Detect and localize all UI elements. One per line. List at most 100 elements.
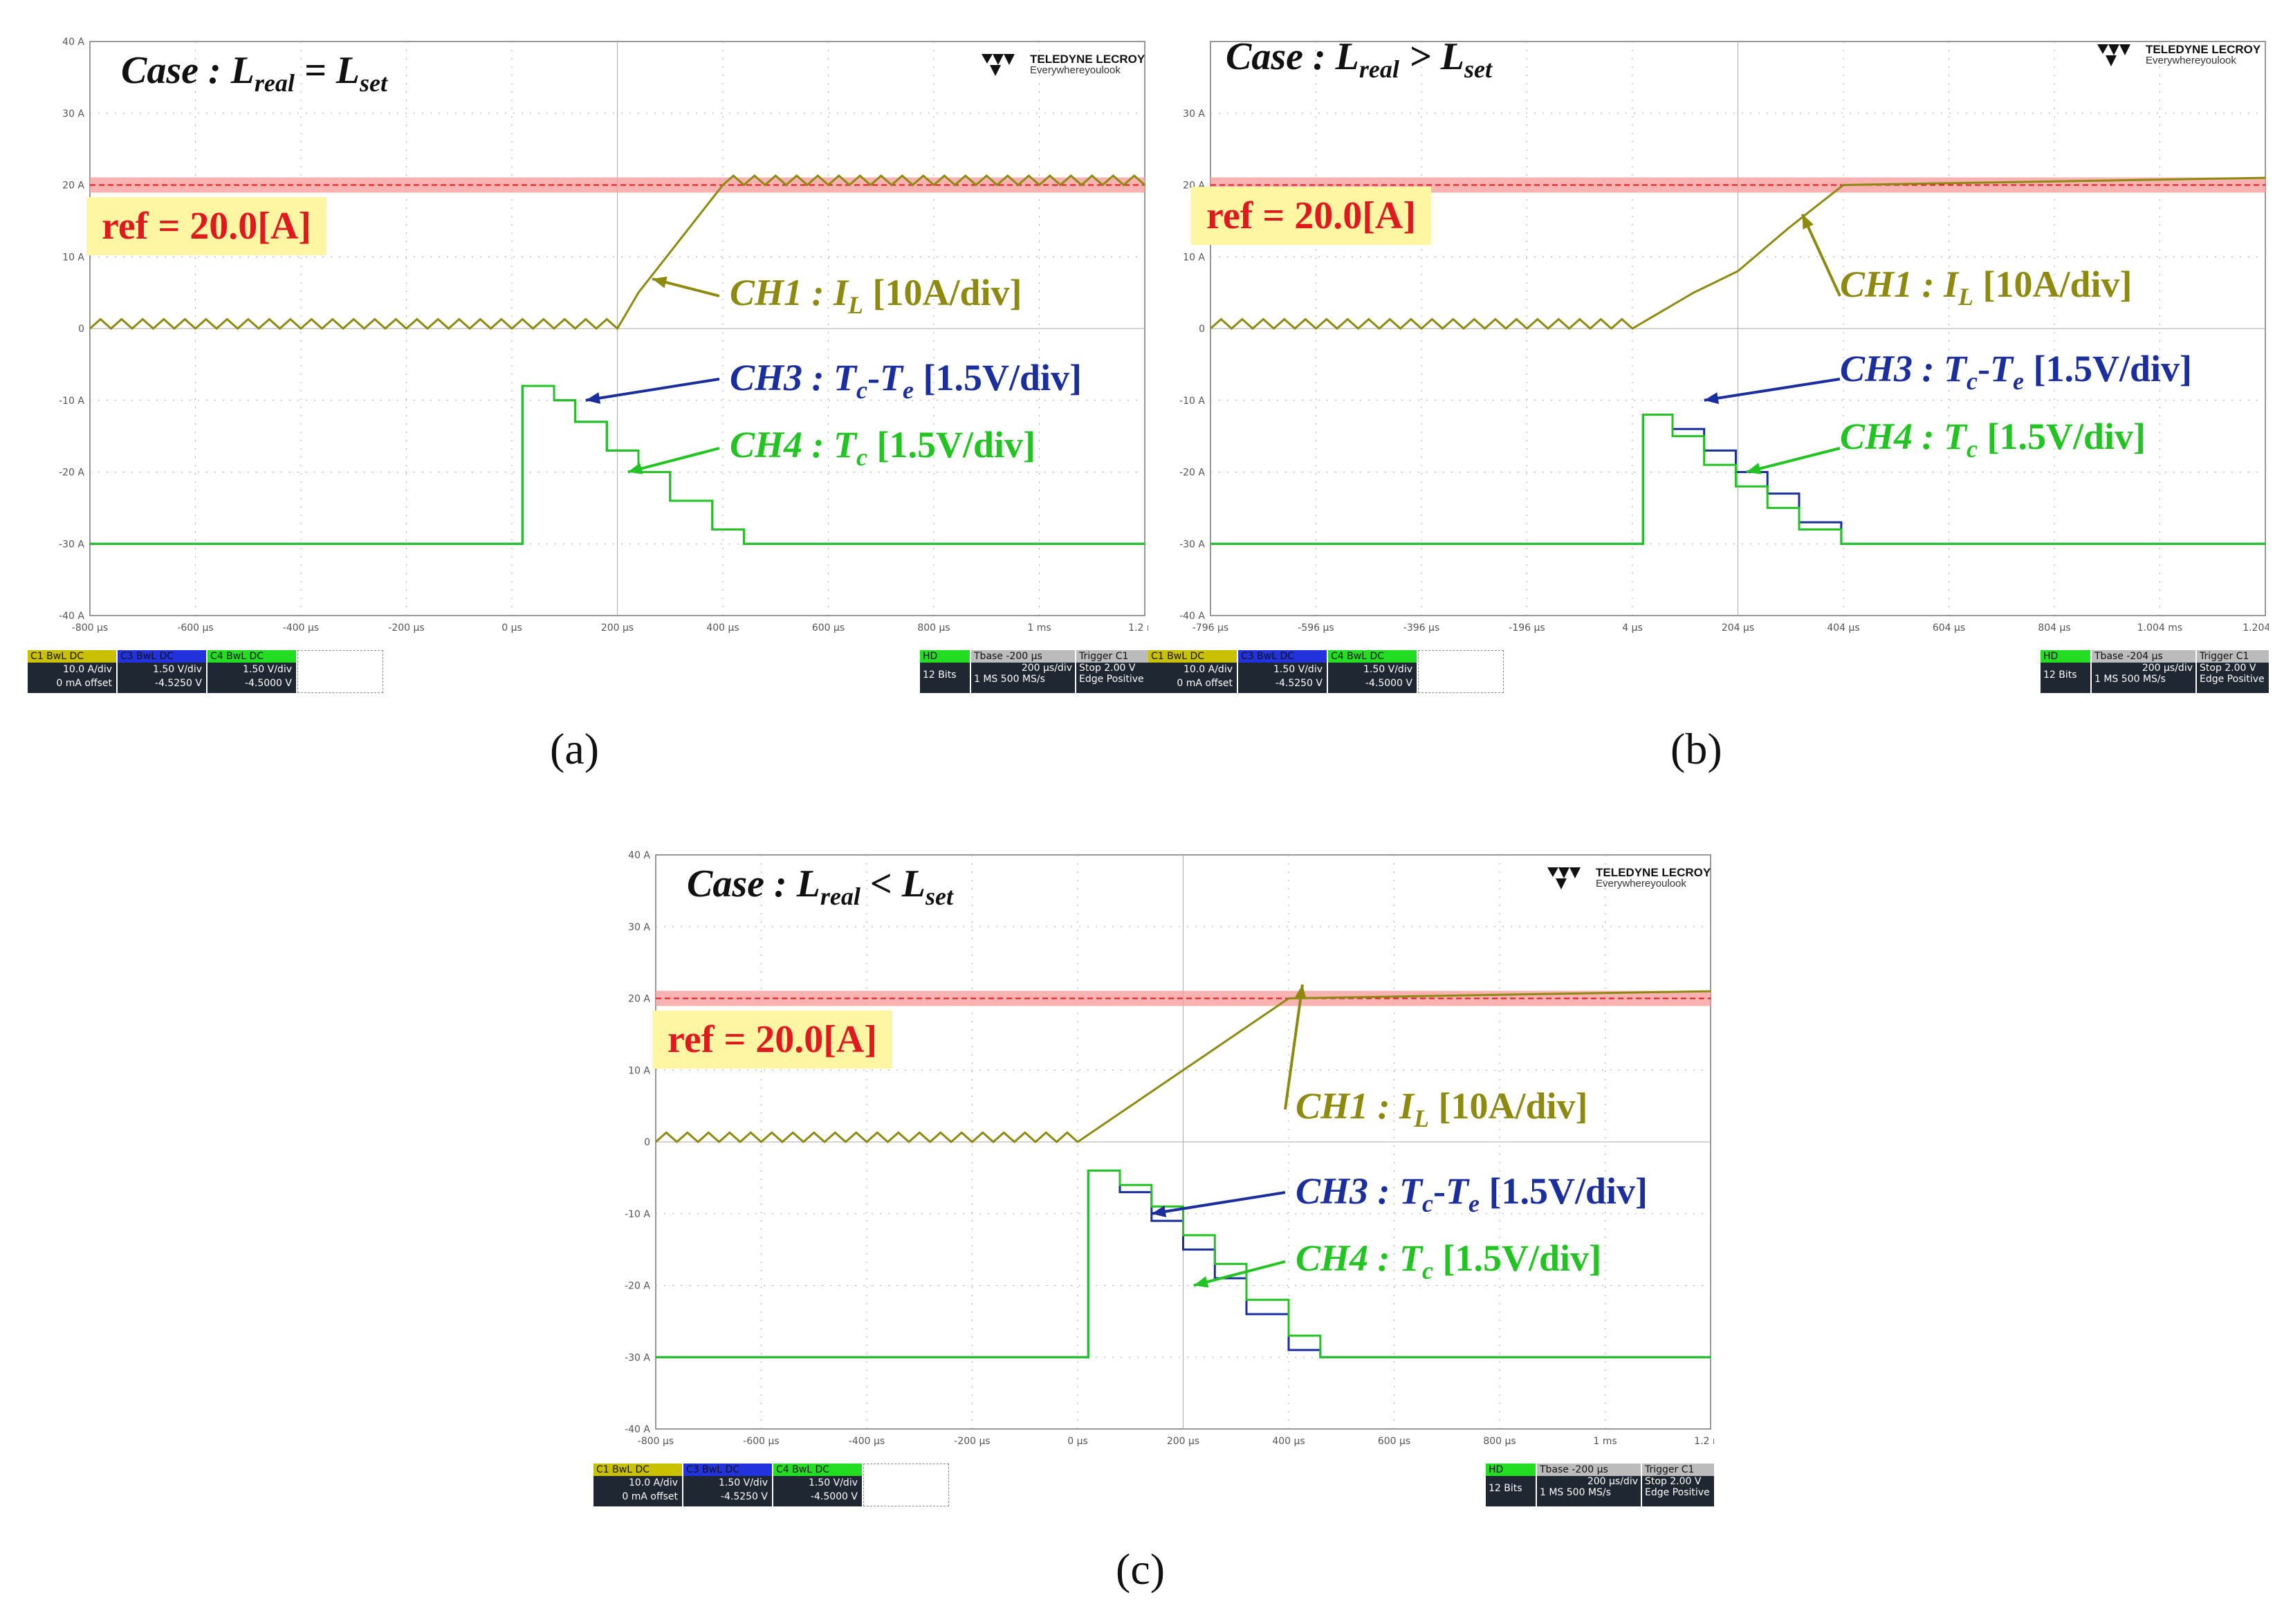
- y-tick-label: -30 A: [59, 539, 84, 550]
- x-tick-label: -400 µs: [849, 1436, 885, 1447]
- y-tick-label: -30 A: [625, 1352, 650, 1363]
- scope-plot-c: 40 A 30 A 20 A 10 A 0 -10 A -20 A -30 A -40 A -80…: [593, 848, 1714, 1505]
- y-tick-label: -20 A: [1179, 468, 1205, 479]
- timebase-per-div: 200 µs/div: [2142, 663, 2193, 674]
- empty-channel-slot[interactable]: [1418, 650, 1504, 693]
- ch1-annotation: CH1 : IL [10A/div]: [1296, 1085, 1588, 1132]
- channel-box-c4[interactable]: C4 BwL DC 1.50 V/div -4.5000 V: [208, 650, 296, 693]
- brand-name: TELEDYNE LECROY: [2146, 43, 2261, 56]
- channel-header: C3 BwL DC: [118, 650, 206, 663]
- scope-svg-a: 40 A 30 A 20 A 10 A 0 -10 A -20 A -30 A -40 A-80…: [59, 37, 1148, 634]
- empty-channel-slot[interactable]: [297, 650, 383, 693]
- x-tick-label: 600 µs: [812, 622, 845, 634]
- ch3-annotation: CH3 : Tc-Te [1.5V/div]: [730, 357, 1082, 404]
- trigger-type: Edge Positive: [1079, 674, 1144, 685]
- channel-box-c4[interactable]: C4 BwL DC 1.50 V/div -4.5000 V: [1328, 650, 1417, 693]
- channel-scale: 1.50 V/div: [243, 664, 292, 675]
- trigger-box[interactable]: Trigger C1 DC Stop 2.00 V Edge Positive: [1642, 1464, 1714, 1506]
- hd-box: HD 12 Bits: [920, 650, 970, 693]
- channel-box-c3[interactable]: C3 BwL DC 1.50 V/div -4.5250 V: [683, 1464, 772, 1506]
- channel-box-c4[interactable]: C4 BwL DC 1.50 V/div -4.5000 V: [773, 1464, 862, 1506]
- hd-label: HD: [1486, 1464, 1536, 1476]
- x-tick-label: 800 µs: [917, 622, 950, 634]
- trigger-mode: Stop 2.00 V: [2200, 663, 2256, 674]
- y-tick-label: 10 A: [1183, 252, 1205, 263]
- x-tick-label: -796 µs: [1192, 622, 1228, 634]
- scope-svg-c: 40 A 30 A 20 A 10 A 0 -10 A -20 A -30 A -40 A-80…: [625, 850, 1714, 1447]
- channel-box-c3[interactable]: C3 BwL DC 1.50 V/div -4.5250 V: [1238, 650, 1327, 693]
- series-ch1: [655, 990, 1711, 1144]
- x-tick-label: 1 ms: [1027, 622, 1051, 634]
- y-tick-label: -40 A: [59, 611, 84, 622]
- brand-logo: TELEDYNE LECROY Everywhereyoulook: [979, 51, 1145, 77]
- trigger-type: Edge Positive: [2200, 674, 2265, 685]
- brand-tagline: Everywhereyoulook: [2146, 55, 2236, 66]
- trigger-header: Trigger C1 DC: [1642, 1464, 1714, 1488]
- ch1-annotation: CH1 : IL [10A/div]: [730, 272, 1022, 319]
- trigger-box[interactable]: Trigger C1 DC Stop 2.00 V Edge Positive: [1076, 650, 1148, 693]
- channel-box-c1[interactable]: C1 BwL DC 10.0 A/div 0 mA offset: [593, 1464, 682, 1506]
- brand-tagline: Everywhereyoulook: [1030, 64, 1121, 76]
- y-tick-label: -20 A: [59, 468, 84, 479]
- scope-panel-c: 40 A 30 A 20 A 10 A 0 -10 A -20 A -30 A -40 A -80…: [593, 848, 1714, 1616]
- ch1-arrow-head: [1294, 984, 1307, 999]
- channel-offset: -4.5250 V: [1275, 678, 1323, 689]
- channel-box-c1[interactable]: C1 BwL DC 10.0 A/div 0 mA offset: [1148, 650, 1237, 693]
- ref-band: [656, 990, 1711, 1006]
- x-tick-label: 1.004 ms: [2137, 622, 2182, 634]
- channel-header: C1 BwL DC: [593, 1464, 682, 1476]
- y-tick-label: -30 A: [1179, 539, 1205, 550]
- channel-header: C4 BwL DC: [773, 1464, 862, 1476]
- channel-box-c1[interactable]: C1 BwL DC 10.0 A/div 0 mA offset: [28, 650, 116, 693]
- channel-scale: 1.50 V/div: [1363, 664, 1412, 675]
- y-tick-label: -10 A: [1179, 396, 1205, 407]
- trigger-header: Trigger C1 DC: [1076, 650, 1148, 674]
- trigger-box[interactable]: Trigger C1 DC Stop 2.00 V Edge Positive: [2197, 650, 2269, 693]
- series-ch4: [90, 385, 1145, 545]
- channel-scale: 1.50 V/div: [809, 1477, 858, 1488]
- hd-label: HD: [920, 650, 970, 663]
- channel-offset: 0 mA offset: [622, 1491, 678, 1502]
- brand-logo: TELEDYNE LECROY Everywhereyoulook: [1545, 865, 1711, 891]
- x-tick-label: -396 µs: [1403, 622, 1439, 634]
- channel-header: C4 BwL DC: [208, 650, 296, 663]
- scope-svg-b: 30 A20 A10 A0-10 A-20 A-30 A-40 A-796 µs…: [1179, 41, 2269, 634]
- x-tick-label: 0 µs: [501, 622, 522, 634]
- ch4-arrow-head: [1746, 463, 1762, 474]
- trigger-type: Edge Positive: [1645, 1487, 1710, 1498]
- channel-header: C3 BwL DC: [683, 1464, 772, 1476]
- ch1-arrow: [1284, 984, 1304, 1110]
- ch4-annotation: CH4 : Tc [1.5V/div]: [1840, 416, 2146, 463]
- timebase-per-div: 200 µs/div: [1587, 1476, 1638, 1487]
- y-tick-label: -10 A: [59, 396, 84, 407]
- ch3-arrow: [1151, 1191, 1286, 1215]
- x-tick-label: 1 ms: [1593, 1436, 1617, 1447]
- y-tick-label: -40 A: [1179, 611, 1205, 622]
- channel-scale: 10.0 A/div: [63, 664, 112, 675]
- trigger-header: Trigger C1 DC: [2197, 650, 2269, 674]
- channel-box-c3[interactable]: C3 BwL DC 1.50 V/div -4.5250 V: [118, 650, 206, 693]
- ref-band: [1210, 177, 2265, 193]
- empty-channel-slot[interactable]: [863, 1464, 949, 1506]
- x-tick-label: -600 µs: [177, 622, 213, 634]
- hd-box: HD 12 Bits: [2041, 650, 2090, 693]
- timebase-box[interactable]: Tbase -204 µs 200 µs/div 1 MS 500 MS/s: [2092, 650, 2195, 693]
- timebase-box[interactable]: Tbase -200 µs 200 µs/div 1 MS 500 MS/s: [971, 650, 1075, 693]
- y-tick-label: 30 A: [628, 922, 650, 933]
- ch1-annotation: CH1 : IL [10A/div]: [1840, 264, 2133, 311]
- y-tick-label: -20 A: [625, 1281, 650, 1292]
- ref-label: ref = 20.0[A]: [86, 197, 326, 255]
- x-tick-label: 400 µs: [1272, 1436, 1305, 1447]
- case-title: Case : Lreal > Lset: [1226, 35, 1492, 83]
- x-tick-label: 204 µs: [1722, 622, 1754, 634]
- channel-scale: 10.0 A/div: [1184, 664, 1233, 675]
- ch4-arrow: [1193, 1260, 1286, 1287]
- x-tick-label: 604 µs: [1933, 622, 1965, 634]
- case-title: Case : Lreal < Lset: [687, 862, 953, 910]
- status-bar: C1 BwL DC 10.0 A/div 0 mA offset C3 BwL DC 1…: [593, 1464, 1714, 1508]
- timebase-box[interactable]: Tbase -200 µs 200 µs/div 1 MS 500 MS/s: [1537, 1464, 1641, 1506]
- status-bar: C1 BwL DC 10.0 A/div 0 mA offset C3 BwL DC 1…: [28, 650, 1148, 694]
- x-tick-label: -596 µs: [1298, 622, 1334, 634]
- y-tick-label: 20 A: [62, 181, 84, 192]
- ch3-arrow: [1704, 378, 1841, 402]
